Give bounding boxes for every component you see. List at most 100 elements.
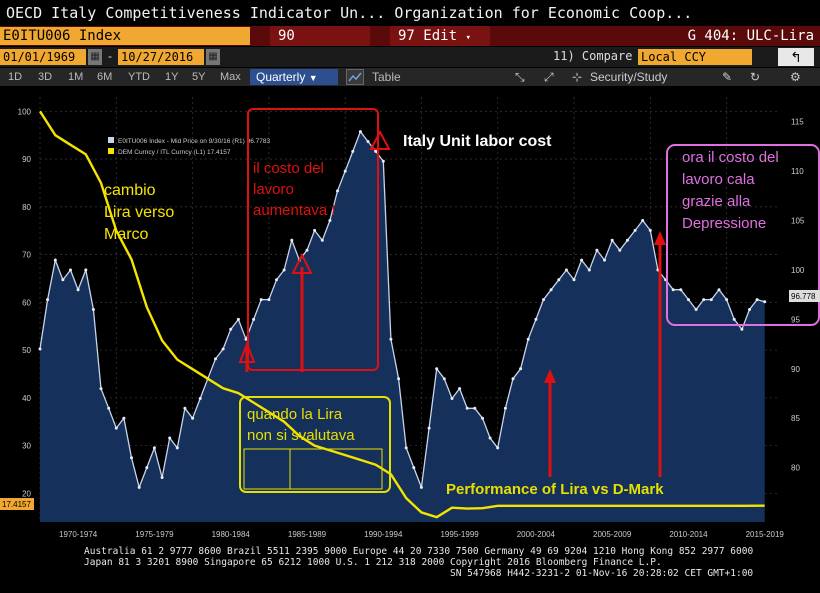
red-arrow-head bbox=[238, 341, 256, 363]
ulc-point bbox=[53, 258, 57, 262]
ulc-point bbox=[236, 317, 240, 321]
ulc-point bbox=[259, 298, 263, 302]
range-1d[interactable]: 1D bbox=[8, 71, 23, 83]
back-arrow-icon[interactable]: ↰ bbox=[778, 48, 814, 66]
period-select[interactable]: Quarterly ▼ bbox=[250, 69, 338, 85]
range-1y[interactable]: 1Y bbox=[165, 71, 179, 83]
ulc-point bbox=[358, 130, 362, 134]
compare-button[interactable]: 11) Compare bbox=[553, 49, 633, 63]
ulc-point bbox=[542, 298, 545, 302]
actions-menu[interactable]: 90 Actions ▾ bbox=[270, 26, 370, 64]
ulc-point bbox=[168, 436, 172, 440]
right-tick-label: 105 bbox=[791, 217, 805, 226]
ulc-point bbox=[496, 446, 500, 450]
right-tick-label: 110 bbox=[791, 167, 804, 176]
start-date-field[interactable]: 01/01/1969 bbox=[0, 49, 86, 65]
ulc-point bbox=[587, 268, 591, 272]
ulc-point bbox=[114, 426, 118, 430]
legend-swatch-lira bbox=[108, 148, 114, 154]
right-tick-label: 115 bbox=[791, 118, 804, 127]
ulc-point bbox=[702, 298, 706, 302]
ulc-point bbox=[351, 149, 355, 153]
table-button[interactable]: Table bbox=[372, 70, 401, 84]
annotation-red-arrows bbox=[238, 129, 666, 477]
annotation-cost-up: il costo del lavoro aumentava ! bbox=[253, 160, 336, 219]
chart-canvas: 20 30 40 50 60 70 80 90 100 80 85 90 95 100 105 110 115… bbox=[0, 87, 820, 542]
ulc-point bbox=[519, 367, 523, 371]
currency-select[interactable]: Local CCY bbox=[638, 49, 752, 65]
ulc-point bbox=[252, 317, 256, 321]
range-ytd[interactable]: YTD bbox=[128, 71, 150, 83]
annotation-line: non si svalutava bbox=[247, 427, 355, 444]
ulc-point bbox=[694, 308, 698, 311]
ticker-field[interactable]: E0ITU006 Index bbox=[0, 27, 250, 45]
ulc-point bbox=[534, 317, 538, 321]
ulc-point bbox=[595, 248, 599, 252]
ulc-point bbox=[748, 308, 751, 311]
annotation-line: cambio bbox=[104, 182, 156, 199]
left-tick-label: 20 bbox=[22, 489, 31, 498]
ulc-point bbox=[481, 416, 484, 420]
collapse-icon[interactable]: ⤡ bbox=[515, 70, 525, 84]
line-chart-icon[interactable] bbox=[346, 69, 364, 85]
ulc-point bbox=[717, 288, 721, 292]
last-value-left-box bbox=[0, 498, 34, 510]
chart-id: G 404: ULC-Lira bbox=[687, 28, 814, 44]
ulc-point bbox=[229, 327, 233, 331]
red-arrow-head bbox=[544, 369, 556, 383]
range-max[interactable]: Max bbox=[220, 71, 241, 83]
expand-icon[interactable]: ⤢ bbox=[544, 70, 554, 84]
ulc-point bbox=[412, 466, 416, 470]
edit-menu[interactable]: 97 Edit ▾ bbox=[390, 26, 490, 46]
edit-icon[interactable]: ✎ bbox=[722, 70, 733, 84]
right-axis: 80 85 90 95 100 105 110 115 bbox=[791, 118, 805, 473]
ulc-point bbox=[419, 485, 423, 489]
ulc-point bbox=[740, 327, 744, 331]
ulc-point bbox=[465, 406, 469, 410]
calendar-icon[interactable]: ▦ bbox=[206, 49, 220, 65]
ulc-point bbox=[450, 397, 454, 400]
date-bar bbox=[0, 47, 820, 67]
ulc-point bbox=[374, 149, 378, 153]
gear-icon[interactable]: ⚙ bbox=[790, 70, 801, 84]
refresh-icon[interactable]: ↻ bbox=[750, 70, 761, 84]
ulc-point bbox=[69, 268, 72, 272]
ulc-point bbox=[397, 377, 401, 381]
ulc-point bbox=[152, 446, 156, 450]
x-tick-label: 2000-2004 bbox=[517, 530, 556, 539]
annotation-cost-down: ora il costo del lavoro cala grazie alla De… bbox=[682, 149, 779, 232]
range-5y[interactable]: 5Y bbox=[192, 71, 206, 83]
last-value-left-text: 17.4157 bbox=[2, 500, 31, 509]
security-study-button[interactable]: Security/Study bbox=[590, 70, 668, 84]
ulc-point bbox=[603, 258, 606, 262]
ulc-point bbox=[267, 298, 271, 302]
range-3d[interactable]: 3D bbox=[38, 71, 53, 83]
footer: Australia 61 2 9777 8600 Brazil 5511 239… bbox=[0, 542, 820, 593]
ulc-markers bbox=[38, 130, 767, 489]
ulc-point bbox=[313, 228, 317, 232]
calendar-icon[interactable]: ▦ bbox=[88, 49, 102, 65]
footer-contacts-1: Australia 61 2 9777 8600 Brazil 5511 239… bbox=[84, 546, 754, 557]
x-tick-label: 1970-1974 bbox=[59, 530, 98, 539]
annotation-performance: Performance of Lira vs D-Mark bbox=[446, 481, 664, 498]
ulc-point bbox=[427, 426, 431, 430]
ulc-point bbox=[526, 337, 530, 341]
ulc-line bbox=[39, 130, 765, 490]
ulc-point bbox=[442, 377, 446, 381]
right-tick-label: 90 bbox=[791, 365, 800, 374]
range-6m[interactable]: 6M bbox=[97, 71, 113, 83]
last-value-right: 96.778 bbox=[789, 290, 820, 302]
x-tick-label: 1990-1994 bbox=[364, 530, 403, 539]
ulc-point bbox=[732, 317, 736, 321]
end-date-field[interactable]: 10/27/2016 bbox=[118, 49, 204, 65]
range-bar bbox=[0, 68, 820, 86]
annotation-line: aumentava ! bbox=[253, 202, 336, 219]
annotation-yellow-box bbox=[239, 396, 391, 493]
ulc-point bbox=[320, 238, 324, 242]
lira-line bbox=[38, 110, 765, 519]
range-1m[interactable]: 1M bbox=[68, 71, 84, 83]
line-chart-glyph bbox=[348, 72, 362, 82]
study-icon[interactable]: ⊹ bbox=[572, 70, 583, 84]
ulc-point bbox=[275, 278, 278, 282]
right-tick-label: 80 bbox=[791, 464, 800, 473]
